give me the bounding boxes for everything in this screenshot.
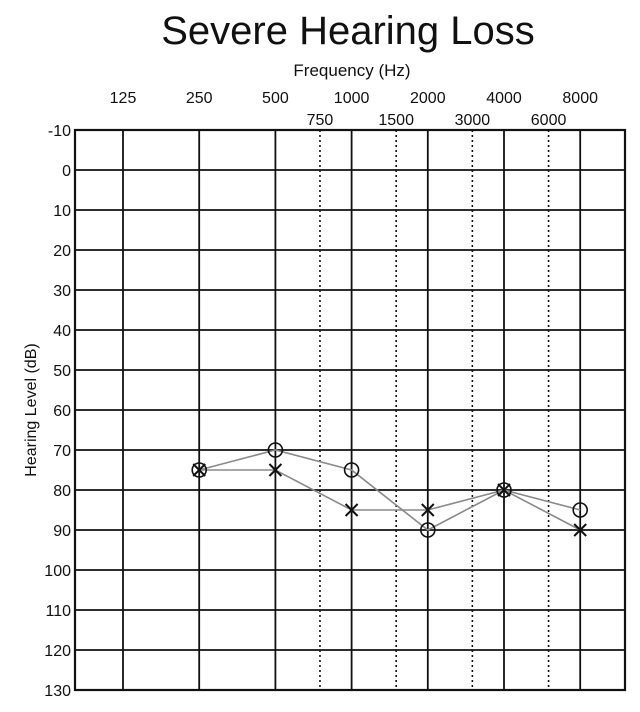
- x-tick-label-secondary: 6000: [531, 112, 567, 129]
- x-tick-label: 2000: [410, 90, 446, 107]
- y-tick-label: 0: [62, 163, 71, 180]
- x-tick-label-secondary: 1500: [378, 112, 414, 129]
- x-tick-label: 4000: [486, 90, 522, 107]
- y-tick-label: 20: [53, 243, 71, 260]
- y-tick-label: 70: [53, 443, 71, 460]
- y-tick-label: 120: [44, 643, 71, 660]
- circle-marker: [419, 522, 436, 538]
- x-tick-label: 125: [110, 90, 137, 107]
- y-tick-label: 10: [53, 203, 71, 220]
- x-marker: [192, 463, 206, 477]
- y-tick-label: 90: [53, 523, 71, 540]
- x-marker: [268, 463, 283, 477]
- circle-series-line: [198, 449, 581, 531]
- x-tick-label-secondary: 3000: [455, 112, 491, 129]
- x-tick-label: 250: [186, 90, 213, 107]
- x-tick-label: 8000: [562, 90, 598, 107]
- x-series-line: [199, 469, 581, 531]
- x-tick-label: 1000: [334, 90, 370, 107]
- y-tick-label: 50: [53, 363, 71, 380]
- y-tick-label: 80: [53, 483, 71, 500]
- y-tick-label: -10: [48, 123, 71, 140]
- x-marker: [573, 523, 587, 537]
- plot-frame: [73, 128, 627, 692]
- y-tick-label: 60: [53, 403, 71, 420]
- y-tick-label: 130: [44, 683, 71, 700]
- x-tick-label: 500: [262, 90, 289, 107]
- y-tick-label: 40: [53, 323, 71, 340]
- y-tick-label: 100: [44, 563, 71, 580]
- y-axis-label: Hearing Level (dB): [23, 343, 40, 476]
- x-tick-label-secondary: 750: [307, 112, 334, 129]
- circle-marker: [343, 462, 360, 478]
- y-tick-label: 110: [45, 603, 71, 620]
- x-marker: [344, 503, 359, 517]
- x-marker: [421, 503, 435, 517]
- x-axis-label: Frequency (Hz): [293, 61, 410, 80]
- x-marker: [497, 483, 511, 497]
- circle-marker: [496, 482, 512, 498]
- circle-marker: [572, 502, 589, 518]
- circle-marker: [267, 442, 284, 458]
- y-tick-label: 30: [53, 283, 71, 300]
- circle-marker: [191, 462, 207, 478]
- chart-title: Severe Hearing Loss: [161, 9, 535, 53]
